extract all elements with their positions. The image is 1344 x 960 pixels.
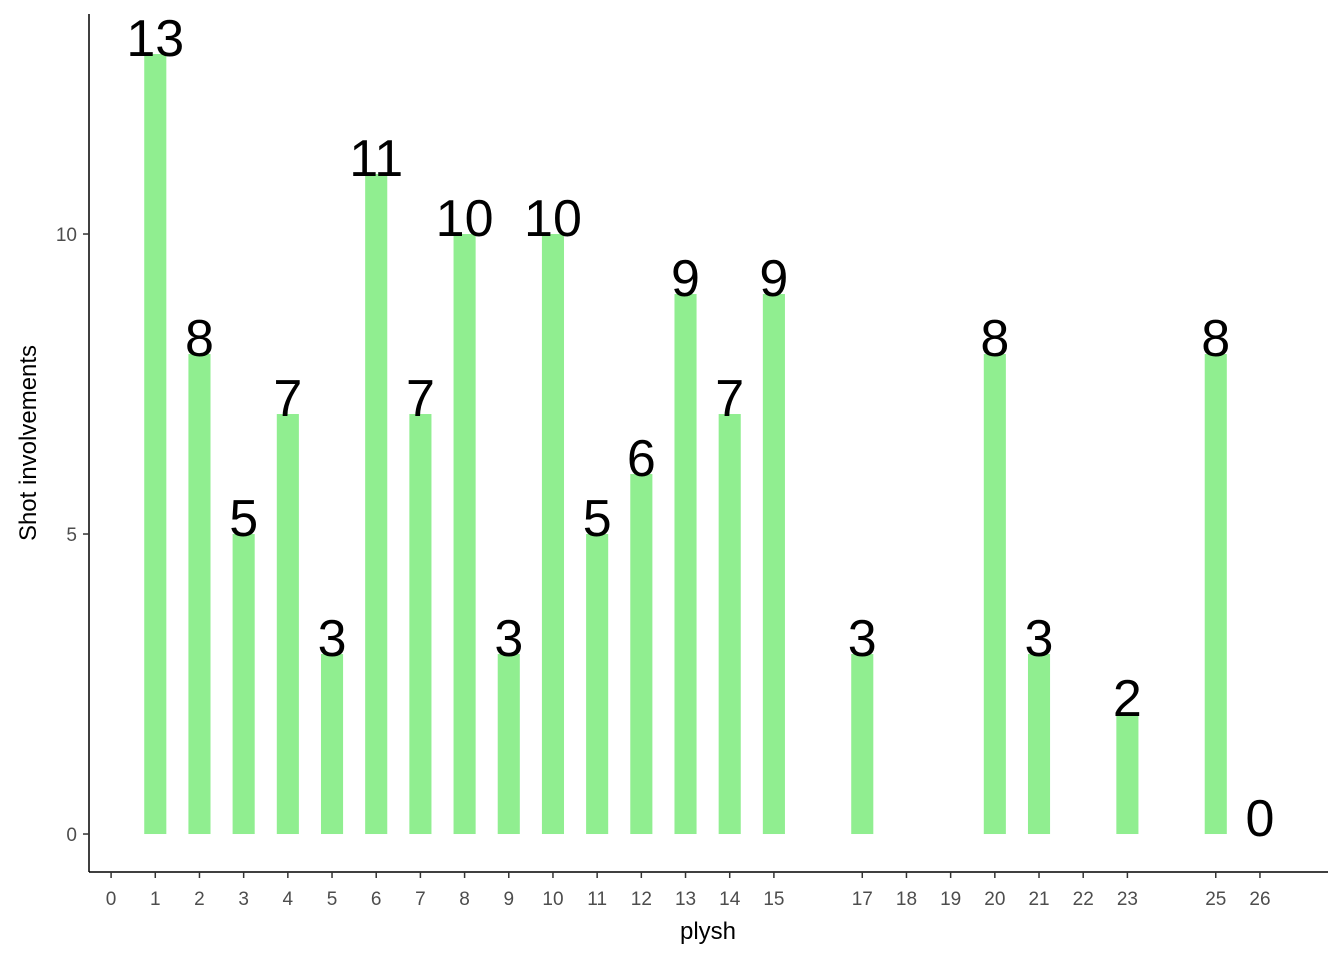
data-label: 6 bbox=[627, 430, 656, 488]
data-label: 9 bbox=[759, 250, 788, 308]
bar bbox=[851, 654, 874, 835]
x-tick-label: 18 bbox=[896, 889, 917, 910]
x-tick-label: 11 bbox=[587, 889, 607, 910]
x-tick-label: 26 bbox=[1249, 889, 1270, 910]
bar bbox=[188, 354, 211, 835]
data-label: 3 bbox=[848, 610, 877, 668]
bar bbox=[674, 294, 697, 835]
bar bbox=[409, 414, 432, 835]
data-label: 5 bbox=[583, 490, 612, 548]
bar bbox=[1204, 354, 1227, 835]
bar bbox=[586, 534, 609, 835]
data-label: 8 bbox=[185, 310, 214, 368]
y-tick-label: 0 bbox=[66, 825, 77, 846]
x-axis-title: plysh bbox=[680, 918, 736, 945]
bar bbox=[144, 54, 167, 835]
x-tick-label: 4 bbox=[283, 889, 294, 910]
data-label: 3 bbox=[494, 610, 523, 668]
bar bbox=[983, 354, 1006, 835]
data-label: 10 bbox=[524, 190, 582, 248]
bar bbox=[232, 534, 255, 835]
x-tick-label: 22 bbox=[1073, 889, 1094, 910]
x-tick-label: 12 bbox=[631, 889, 652, 910]
x-tick-label: 3 bbox=[238, 889, 249, 910]
y-tick-label: 10 bbox=[56, 225, 77, 246]
bar bbox=[762, 294, 785, 835]
data-label: 3 bbox=[1025, 610, 1054, 668]
data-label: 10 bbox=[436, 190, 494, 248]
bar bbox=[453, 234, 476, 835]
bar bbox=[718, 414, 741, 835]
y-axis-title: Shot involvements bbox=[15, 345, 42, 541]
y-tick-label: 5 bbox=[66, 525, 77, 546]
data-label: 7 bbox=[273, 370, 302, 428]
x-tick-label: 1 bbox=[150, 889, 161, 910]
bar bbox=[541, 234, 565, 835]
bar bbox=[365, 174, 388, 835]
x-tick-label: 10 bbox=[542, 889, 563, 910]
data-label: 3 bbox=[318, 610, 347, 668]
x-tick-label: 9 bbox=[503, 889, 514, 910]
data-label: 7 bbox=[406, 370, 435, 428]
x-tick-label: 23 bbox=[1117, 889, 1138, 910]
x-tick-label: 5 bbox=[327, 889, 338, 910]
x-tick-label: 6 bbox=[371, 889, 382, 910]
x-tick-label: 0 bbox=[106, 889, 117, 910]
bar bbox=[1116, 714, 1139, 835]
bar bbox=[630, 474, 653, 835]
data-label: 5 bbox=[229, 490, 258, 548]
x-tick-label: 19 bbox=[940, 889, 961, 910]
bar bbox=[497, 654, 520, 835]
x-tick-label: 13 bbox=[675, 889, 696, 910]
x-tick-label: 25 bbox=[1205, 889, 1226, 910]
data-label: 8 bbox=[1201, 310, 1230, 368]
x-tick-label: 21 bbox=[1028, 889, 1049, 910]
x-tick-label: 8 bbox=[459, 889, 470, 910]
x-tick-label: 2 bbox=[194, 889, 205, 910]
x-tick-label: 17 bbox=[852, 889, 873, 910]
data-label: 8 bbox=[980, 310, 1009, 368]
x-tick-label: 7 bbox=[415, 889, 426, 910]
bar bbox=[1027, 654, 1051, 835]
data-label: 11 bbox=[349, 130, 403, 188]
bar bbox=[320, 654, 344, 835]
data-label: 9 bbox=[671, 250, 700, 308]
x-tick-label: 14 bbox=[719, 889, 741, 910]
data-label: 2 bbox=[1113, 670, 1142, 728]
data-label: 13 bbox=[126, 10, 184, 68]
data-label: 7 bbox=[715, 370, 744, 428]
data-label: 0 bbox=[1245, 790, 1274, 848]
x-tick-label: 15 bbox=[763, 889, 784, 910]
bar bbox=[276, 414, 299, 835]
x-tick-label: 20 bbox=[984, 889, 1005, 910]
